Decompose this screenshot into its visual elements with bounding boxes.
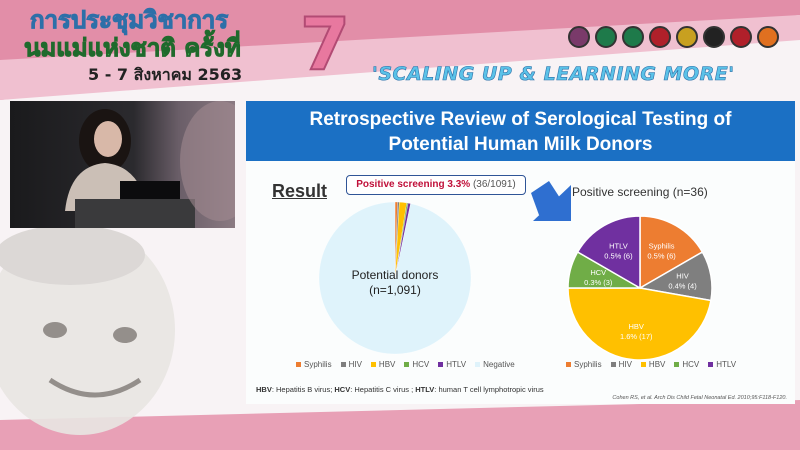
pie-category-label: HTLV — [609, 242, 628, 251]
legend-swatch — [404, 362, 410, 368]
sponsor-logo — [595, 26, 617, 48]
child-photo — [0, 225, 175, 435]
pie-slice-htlv — [576, 215, 641, 290]
pie2-title: Positive screening (n=36) — [572, 185, 708, 199]
footnote-abbr-hbv: HBV — [256, 385, 272, 394]
legend-swatch — [296, 362, 301, 368]
legend-item: HBV — [640, 360, 665, 369]
pie-category-label: Syphilis — [649, 242, 675, 251]
footnote-text: : Hepatitis C virus ; — [350, 385, 416, 394]
conference-title-line2: นมแม่แห่งชาติ ครั้งที่ — [24, 34, 242, 63]
slide-title-line1: Retrospective Review of Serological Test… — [309, 109, 732, 130]
footnote-text: : human T cell lymphotropic virus — [434, 385, 544, 394]
legend-swatch — [708, 362, 714, 368]
pie-slice-hbv — [567, 287, 712, 361]
legend-swatch — [640, 362, 646, 368]
legend-item: HTLV — [708, 360, 736, 369]
reference-citation: Cohen RS, et al. Arch Dis Child Fetal Ne… — [612, 395, 787, 401]
legend-swatch — [610, 362, 616, 368]
footnote-abbr-hcv: HCV — [334, 385, 351, 394]
arrow-icon — [531, 181, 571, 221]
sponsor-logo — [622, 26, 644, 48]
sponsor-logo — [757, 26, 779, 48]
sponsor-logos — [568, 26, 779, 48]
legend-swatch — [475, 362, 481, 368]
presentation-slide: Retrospective Review of Serological Test… — [246, 101, 795, 404]
slide-title: Retrospective Review of Serological Test… — [246, 101, 795, 161]
pie-data-label: 0.3% (3) — [584, 278, 613, 287]
pie1-center-label-line1: Potential donors — [352, 268, 439, 282]
sponsor-logo — [568, 26, 590, 48]
legend-swatch — [566, 362, 571, 368]
legend-item: Negative — [475, 360, 515, 369]
conference-dates: 5 - 7 สิงหาคม 2563 — [88, 65, 243, 84]
pie2-legend: Syphilis HIV HBV HCV HTLV — [566, 360, 736, 369]
result-heading: Result — [272, 181, 328, 201]
footnote-abbr-htlv: HTLV — [415, 385, 435, 394]
legend-item: HCV — [404, 360, 429, 369]
pie-data-label: 1.6% (17) — [620, 332, 653, 341]
sponsor-logo — [676, 26, 698, 48]
pie-data-label: 0.5% (6) — [647, 252, 676, 261]
legend-item: Syphilis — [296, 360, 332, 369]
pie-data-label: 0.4% (4) — [668, 281, 697, 290]
sponsor-logo — [730, 26, 752, 48]
abbreviation-footnote: HBV: Hepatitis B virus; HCV: Hepatitis C… — [256, 385, 544, 394]
footnote-text: : Hepatitis B virus; — [271, 385, 335, 394]
legend-item: Syphilis — [566, 360, 602, 369]
sponsor-logo — [649, 26, 671, 48]
legend-swatch — [438, 362, 444, 368]
legend-swatch — [674, 362, 680, 368]
legend-item: HIV — [610, 360, 632, 369]
legend-item: HIV — [340, 360, 362, 369]
legend-item: HCV — [674, 360, 699, 369]
legend-swatch — [370, 362, 376, 368]
pie-slice-negative — [318, 201, 472, 355]
pie1-center-label-line2: (n=1,091) — [369, 283, 421, 297]
positive-screening-callout: Positive screening 3.3% (36/1091) — [346, 175, 526, 195]
pie-slice-syphilis — [639, 215, 704, 290]
pie-category-label: HCV — [590, 268, 606, 277]
edition-number: 7 — [299, 1, 351, 87]
speaker-face — [94, 121, 122, 157]
slide-title-line2: Potential Human Milk Donors — [388, 134, 653, 155]
legend-item: HBV — [370, 360, 395, 369]
pie-data-label: 0.5% (6) — [604, 252, 633, 261]
sponsor-logo — [703, 26, 725, 48]
callout-bold: Positive screening 3.3% — [356, 179, 471, 190]
callout-count: (36/1091) — [472, 179, 516, 190]
pie1-legend: Syphilis HIV HBV HCV HTLV Negative — [296, 360, 515, 369]
laptop — [120, 181, 180, 201]
legend-swatch — [340, 362, 346, 368]
conference-title-line1: การประชุมวิชาการ — [29, 6, 229, 35]
slogan: 'SCALING UP & LEARNING MORE' — [372, 63, 735, 86]
pie-category-label: HBV — [629, 322, 644, 331]
pie-category-label: HIV — [676, 271, 689, 280]
podium — [75, 199, 195, 228]
speaker-video — [10, 101, 235, 228]
legend-item: HTLV — [438, 360, 466, 369]
